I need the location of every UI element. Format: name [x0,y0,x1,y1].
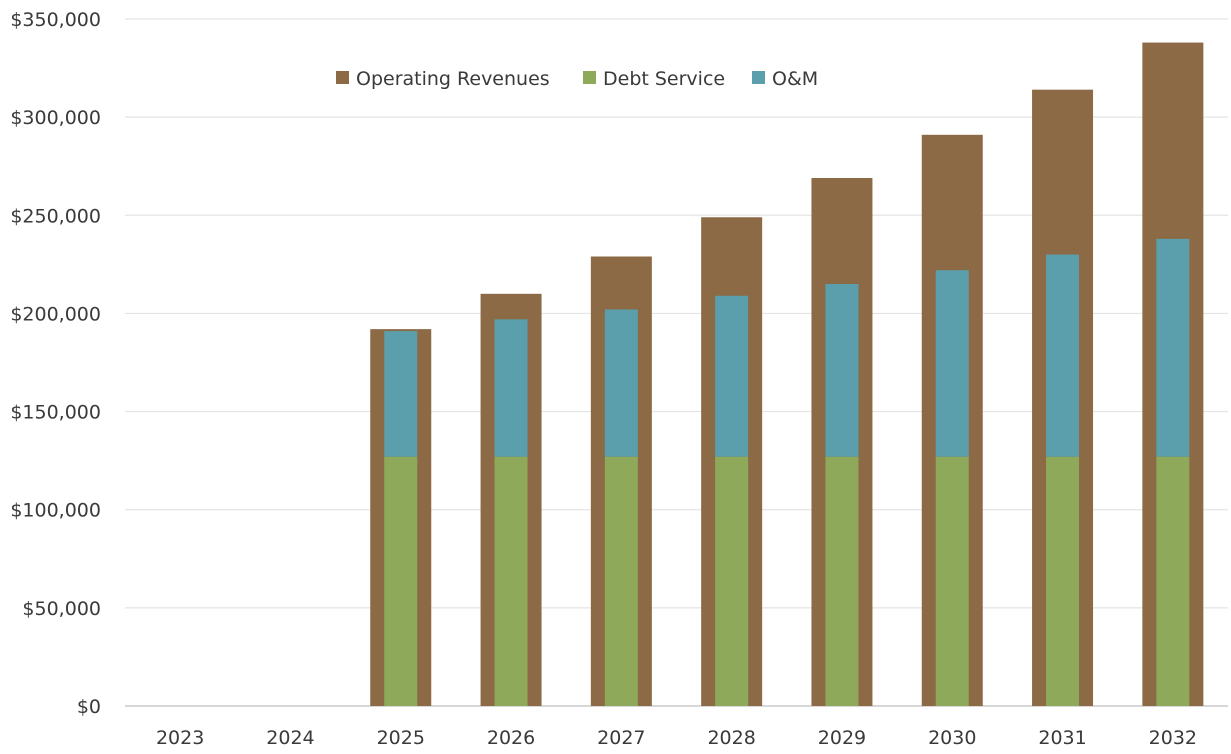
bar-debt-service [825,456,859,706]
y-tick-label: $50,000 [22,598,101,620]
bar-debt-service [715,456,749,706]
y-tick-label: $250,000 [10,205,101,227]
x-tick-label: 2029 [818,727,866,749]
x-tick-label: 2027 [597,727,645,749]
bar-o-and-m [715,295,749,457]
y-tick-label: $200,000 [10,303,101,325]
legend-label: Debt Service [603,68,725,90]
legend-swatch [336,71,349,84]
x-axis: 2023 2024 2025 2026 2027 2028 2029 2030 2031 2032 [156,727,1197,749]
bar-debt-service [384,456,418,706]
bar-o-and-m [1046,254,1080,457]
x-tick-label: 2026 [487,727,535,749]
bars [370,42,1204,707]
bar-debt-service [1046,456,1080,706]
y-tick-label: $100,000 [10,500,101,522]
bar-debt-service [604,456,638,706]
bar-o-and-m [384,331,418,457]
legend-swatch [583,71,596,84]
y-tick-label: $150,000 [10,402,101,424]
x-tick-label: 2030 [928,727,976,749]
x-tick-label: 2028 [707,727,755,749]
bar-o-and-m [1156,238,1190,457]
x-tick-label: 2031 [1038,727,1086,749]
bar-o-and-m [935,270,969,457]
bar-debt-service [1156,456,1190,706]
bar-debt-service [935,456,969,706]
bar-o-and-m [604,309,638,457]
y-tick-label: $300,000 [10,107,101,129]
x-tick-label: 2023 [156,727,204,749]
x-tick-label: 2032 [1149,727,1197,749]
legend-label: Operating Revenues [356,68,550,90]
legend: Operating Revenues Debt Service O&M [336,68,818,90]
legend-swatch [752,71,765,84]
y-tick-label: $0 [77,696,101,718]
x-tick-label: 2024 [266,727,314,749]
gridlines [125,18,1228,707]
bar-o-and-m [494,319,528,457]
legend-label: O&M [772,68,818,90]
y-tick-label: $350,000 [10,9,101,31]
bar-o-and-m [825,283,859,457]
y-axis: $0 $50,000 $100,000 $150,000 $200,000 $250,00… [10,9,101,718]
bar-debt-service [494,456,528,706]
x-tick-label: 2025 [377,727,425,749]
